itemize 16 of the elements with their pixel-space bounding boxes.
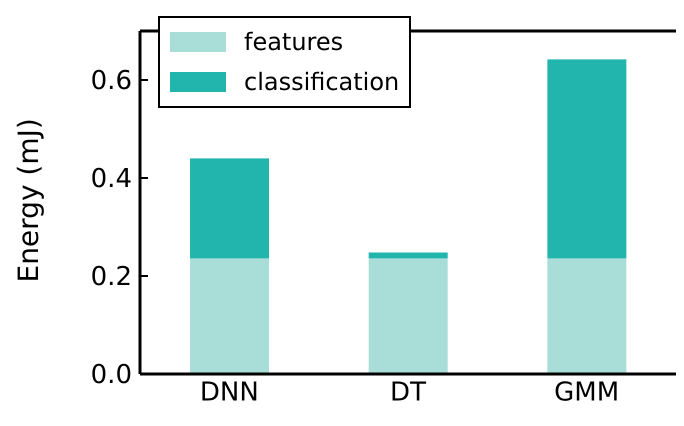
legend-label: classification: [244, 68, 400, 96]
bar: [190, 258, 270, 374]
bar: [190, 158, 270, 258]
y-tick-label: 0.4: [90, 164, 132, 194]
bar: [547, 59, 626, 258]
x-tick-label: DT: [390, 377, 426, 408]
bar: [547, 258, 626, 374]
y-axis-title: Energy (mJ): [12, 118, 45, 282]
y-tick-label: 0.6: [90, 66, 132, 96]
bar: [368, 258, 448, 374]
x-tick-label: GMM: [554, 377, 620, 408]
legend-label: features: [244, 28, 344, 56]
y-tick-label: 0.2: [90, 262, 132, 292]
x-tick-label: DNN: [200, 377, 259, 408]
bar: [368, 252, 448, 258]
y-tick-label: 0.0: [90, 360, 132, 390]
